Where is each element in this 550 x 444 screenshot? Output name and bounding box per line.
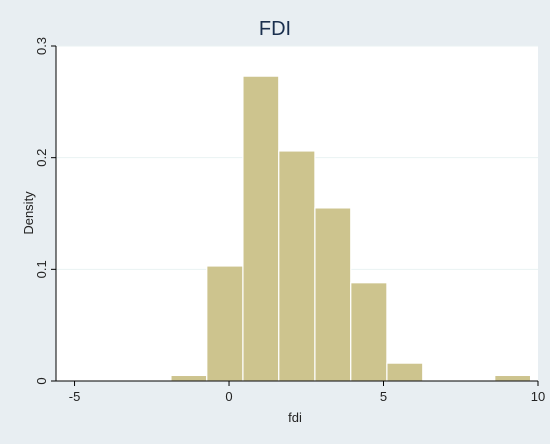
- y-tick-label-2: 0.2: [34, 149, 49, 167]
- histogram-bar-2: [206, 265, 244, 382]
- histogram-bar-6: [350, 282, 388, 382]
- histogram-bar-5: [314, 207, 352, 382]
- y-axis-title: Density: [21, 191, 36, 235]
- chart-title: FDI: [258, 18, 292, 40]
- x-tick-label-3: 10: [531, 389, 545, 404]
- x-tick-label-0: -5: [69, 389, 81, 404]
- histogram-bar-1: [170, 374, 208, 382]
- x-axis-title: fdi: [288, 410, 302, 425]
- histogram-bar-3: [242, 75, 280, 382]
- x-tick-label-1: 0: [225, 389, 232, 404]
- x-tick-label-2: 5: [380, 389, 387, 404]
- y-tick-label-1: 0.1: [34, 260, 49, 278]
- y-ticks: 0 0.1 0.2 0.3: [34, 37, 56, 385]
- y-tick-label-0: 0: [34, 377, 49, 384]
- y-tick-label-3: 0.3: [34, 37, 49, 55]
- histogram-bar-4: [278, 150, 316, 382]
- x-ticks: -5 0 5 10: [69, 381, 545, 404]
- histogram-bar-8: [494, 374, 532, 382]
- histogram-bar-7: [386, 362, 424, 382]
- bars: [170, 75, 532, 382]
